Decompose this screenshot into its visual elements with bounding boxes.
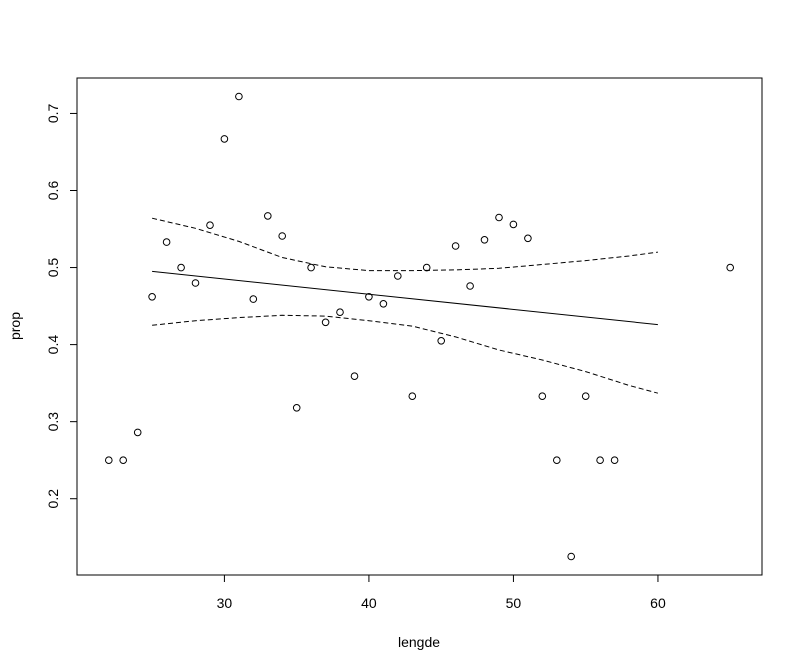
y-tick-label: 0.4 bbox=[45, 335, 61, 355]
data-point bbox=[596, 456, 604, 465]
x-tick-label: 60 bbox=[650, 595, 666, 611]
data-point bbox=[278, 232, 287, 240]
data-point bbox=[177, 263, 185, 272]
data-point bbox=[509, 220, 518, 229]
data-point bbox=[350, 372, 359, 381]
data-point bbox=[235, 92, 243, 101]
y-axis: 0.2 0.3 0.4 0.5 0.6 0.7 bbox=[45, 104, 78, 509]
upper-confidence-line bbox=[151, 217, 658, 272]
data-point bbox=[162, 238, 171, 246]
data-points bbox=[105, 92, 735, 561]
data-point bbox=[220, 135, 229, 143]
data-point bbox=[307, 263, 315, 272]
x-tick-label: 50 bbox=[506, 595, 522, 611]
data-point bbox=[480, 236, 489, 244]
y-tick-label: 0.2 bbox=[45, 489, 61, 509]
data-point bbox=[249, 295, 258, 303]
plot-frame bbox=[76, 77, 763, 576]
y-tick-label: 0.3 bbox=[45, 412, 61, 432]
fit-line-group bbox=[152, 270, 658, 326]
data-point bbox=[379, 300, 388, 308]
data-point bbox=[581, 392, 590, 401]
data-point bbox=[422, 263, 431, 272]
data-point bbox=[538, 392, 547, 401]
data-point bbox=[466, 282, 474, 290]
data-point bbox=[437, 337, 446, 345]
data-point bbox=[321, 318, 330, 327]
data-point bbox=[336, 308, 344, 317]
data-point bbox=[408, 392, 417, 401]
data-point bbox=[206, 221, 214, 229]
y-tick-label: 0.5 bbox=[45, 258, 61, 278]
data-point bbox=[567, 552, 576, 561]
data-point bbox=[726, 263, 735, 272]
data-point bbox=[119, 456, 127, 465]
fit-line bbox=[152, 270, 658, 326]
data-point bbox=[495, 213, 503, 222]
confidence-band-lines bbox=[151, 217, 659, 394]
y-axis-label: prop bbox=[7, 312, 23, 340]
x-axis: 30 40 50 60 bbox=[217, 574, 666, 611]
y-tick-label: 0.7 bbox=[45, 104, 61, 124]
data-point bbox=[451, 242, 460, 250]
x-tick-label: 40 bbox=[361, 595, 377, 611]
data-point bbox=[524, 234, 532, 243]
data-point bbox=[292, 404, 301, 412]
data-point bbox=[148, 293, 156, 301]
data-point bbox=[105, 456, 113, 465]
data-point bbox=[553, 456, 561, 465]
data-point bbox=[610, 456, 619, 465]
lower-confidence-line bbox=[152, 314, 659, 394]
x-axis-label: lengde bbox=[398, 634, 440, 650]
data-point bbox=[191, 279, 200, 287]
data-point bbox=[264, 212, 272, 220]
data-point bbox=[133, 428, 142, 437]
data-point bbox=[394, 272, 402, 280]
data-point bbox=[365, 293, 373, 301]
y-tick-label: 0.6 bbox=[45, 181, 61, 201]
x-tick-label: 30 bbox=[217, 595, 233, 611]
